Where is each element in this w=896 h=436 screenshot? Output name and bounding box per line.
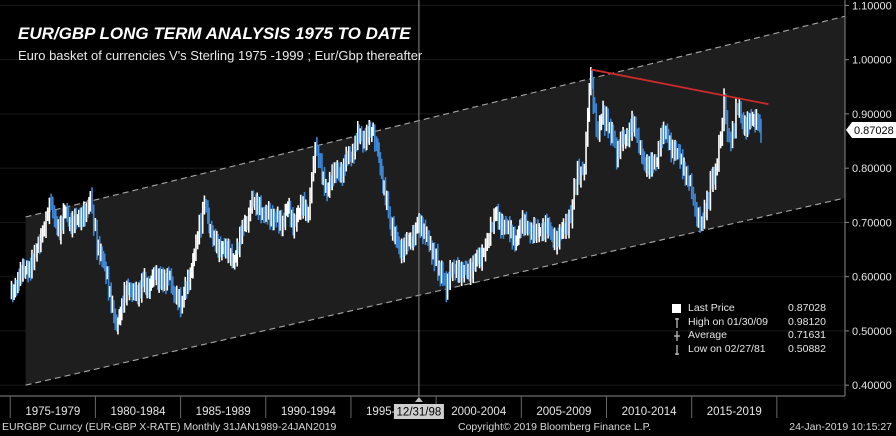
x-period-label: 1985-1989	[196, 406, 251, 418]
resistance-trendline	[590, 68, 769, 106]
chart-title: EUR/GBP LONG TERM ANALYSIS 1975 TO DATE	[18, 24, 411, 43]
price-bars	[10, 67, 762, 335]
y-tick-label: 0.40000	[852, 380, 892, 392]
footer-timestamp: 24-Jan-2019 10:15:27	[789, 421, 892, 433]
x-period-label: 1980-1984	[110, 406, 166, 418]
cursor-date-box	[393, 404, 444, 419]
y-tick-label: 0.80000	[852, 163, 892, 175]
y-tick-label: 0.90000	[852, 109, 892, 121]
y-tick-label: 1.10000	[852, 0, 892, 12]
y-tick-label: 0.50000	[852, 326, 892, 338]
legend-label: High on 01/30/09	[688, 315, 768, 328]
x-period-label: 2015-2019	[707, 406, 762, 418]
x-period-label: 1975-1979	[25, 406, 80, 418]
footer-copyright: Copyright© 2019 Bloomberg Finance L.P.	[458, 421, 652, 433]
box-icon	[672, 304, 682, 314]
legend: Last Price 0.87028 High on 01/30/09 0.98…	[670, 302, 826, 356]
x-period-label: 2005-2009	[536, 406, 591, 418]
legend-item-last-price: Last Price 0.87028	[670, 302, 826, 316]
price-tag-box	[846, 122, 896, 139]
low-marker-icon	[672, 344, 682, 355]
legend-label: Average	[688, 329, 727, 341]
legend-item-high: High on 01/30/09 0.98120	[670, 316, 826, 330]
legend-item-low: Low on 02/27/81 0.50882	[670, 343, 826, 357]
average-marker-icon	[672, 331, 682, 341]
high-marker-icon	[672, 317, 682, 328]
x-axis: 1975-1979 1980-1984 1985-1989 1990-1994 1995…	[0, 395, 845, 419]
x-period-label: 1990-1994	[281, 406, 337, 418]
legend-value: 0.71631	[788, 329, 826, 341]
legend-value: 0.98120	[788, 315, 826, 328]
y-tick-label: 0.60000	[852, 272, 892, 284]
chart-subtitle: Euro basket of currencies V's Sterling 1…	[18, 48, 423, 63]
channel-lower-line	[25, 197, 846, 386]
y-tick-label: 0.70000	[852, 217, 892, 229]
legend-item-average: Average 0.71631	[670, 329, 826, 343]
cursor-date-label: 12/31/98	[397, 407, 442, 419]
legend-value: 0.50882	[788, 342, 826, 355]
regression-channel-fill	[25, 16, 845, 386]
regression-channel	[25, 15, 846, 386]
y-tick-label: 1.00000	[852, 55, 892, 67]
footer-security-info: EURGBP Curncy (EUR-GBP X-RATE) Monthly 3…	[2, 421, 337, 433]
legend-value: 0.87028	[788, 302, 826, 314]
x-period-label: 2000-2004	[451, 406, 507, 418]
cursor-marker-icon	[414, 397, 423, 402]
price-tag-label: 0.87028	[854, 125, 894, 137]
legend-label: Last Price	[688, 302, 735, 314]
channel-upper-line	[25, 15, 846, 218]
y-axis: 0.40000 0.50000 0.60000 0.70000 0.80000 0.900…	[844, 0, 892, 396]
last-price-tag: 0.87028	[846, 122, 896, 139]
x-period-label: 2010-2014	[622, 406, 678, 418]
legend-label: Low on 02/27/81	[688, 342, 766, 355]
